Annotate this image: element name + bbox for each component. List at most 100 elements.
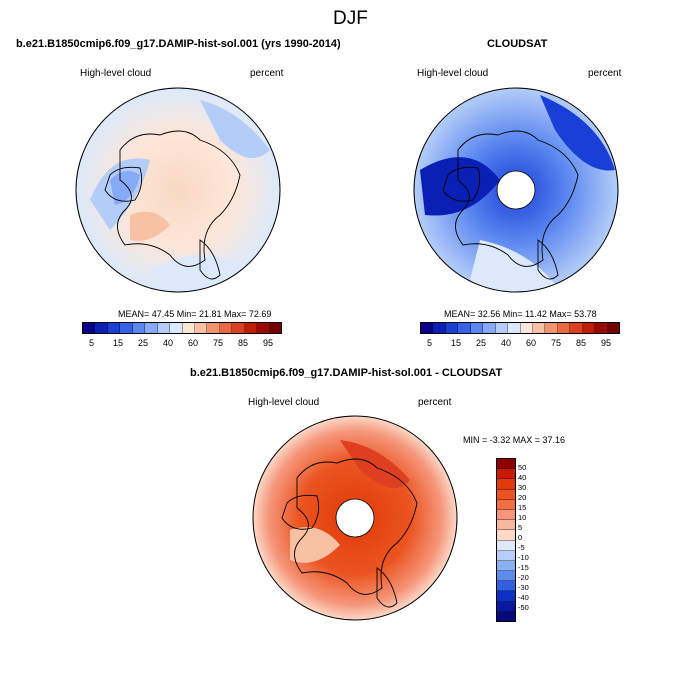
panel-a-stats: MEAN= 47.45 Min= 21.81 Max= 72.69: [118, 309, 272, 319]
colorbar-swatch: [497, 540, 515, 551]
panel-a-units-label: percent: [250, 68, 284, 79]
panel-a-colorbar: [82, 322, 282, 334]
colorbar-swatch: [497, 489, 515, 500]
colorbar-tick-label: 85: [238, 338, 249, 348]
panel-a-map: [76, 88, 280, 292]
colorbar-swatch: [497, 509, 515, 521]
colorbar-swatch: [83, 323, 96, 333]
panel-c-pole-hole: [335, 498, 375, 538]
colorbar-tick-label: -5: [518, 543, 525, 552]
panel-c-coastlines: [281, 458, 418, 608]
colorbar-tick-label: 20: [518, 493, 527, 502]
colorbar-swatch: [497, 581, 515, 592]
colorbar-swatch: [545, 323, 558, 333]
colorbar-swatch: [497, 571, 515, 582]
colorbar-tick-label: -50: [518, 603, 529, 612]
colorbar-tick-label: 75: [551, 338, 562, 348]
colorbar-swatch: [445, 323, 459, 333]
panel-c-colorbar: [496, 458, 516, 622]
panel-a-title: b.e21.B1850cmip6.f09_g17.DAMIP-hist-sol.…: [16, 38, 341, 50]
colorbar-tick-label: 30: [518, 483, 527, 492]
panel-b-stats: MEAN= 32.56 Min= 11.42 Max= 53.78: [444, 309, 597, 319]
colorbar-tick-label: 95: [263, 338, 274, 348]
colorbar-swatch: [497, 469, 515, 480]
colorbar-swatch: [458, 323, 471, 333]
colorbar-swatch: [497, 550, 515, 561]
colorbar-swatch: [232, 323, 245, 333]
colorbar-swatch: [421, 323, 434, 333]
panel-b-units-label: percent: [588, 68, 622, 79]
colorbar-swatch: [508, 323, 521, 333]
colorbar-tick-label: 95: [601, 338, 612, 348]
panel-c-stats: MIN = -3.32 MAX = 37.16: [463, 435, 566, 445]
colorbar-tick-label: 60: [188, 338, 199, 348]
colorbar-swatch: [557, 323, 571, 333]
colorbar-tick-label: 5: [427, 338, 433, 348]
colorbar-tick-label: -15: [518, 563, 529, 572]
colorbar-swatch: [497, 530, 515, 541]
colorbar-tick-label: -20: [518, 573, 529, 582]
colorbar-tick-label: 0: [518, 533, 523, 542]
colorbar-swatch: [194, 323, 208, 333]
colorbar-swatch: [107, 323, 121, 333]
colorbar-swatch: [170, 323, 183, 333]
colorbar-swatch: [582, 323, 596, 333]
colorbar-tick-label: 25: [476, 338, 487, 348]
colorbar-tick-label: -40: [518, 593, 529, 602]
colorbar-tick-label: 15: [113, 338, 124, 348]
panel-b-colorbar: [420, 322, 620, 334]
panel-a-variable-label: High-level cloud: [80, 68, 152, 79]
colorbar-tick-label: 15: [518, 503, 527, 512]
colorbar-swatch: [145, 323, 158, 333]
colorbar-tick-label: -30: [518, 583, 529, 592]
colorbar-swatch: [470, 323, 484, 333]
colorbar-swatch: [120, 323, 133, 333]
colorbar-tick-label: 85: [576, 338, 587, 348]
colorbar-swatch: [244, 323, 258, 333]
colorbar-tick-label: 15: [451, 338, 462, 348]
colorbar-swatch: [497, 601, 515, 612]
colorbar-tick-label: 40: [518, 473, 527, 482]
panel-b-coastlines: [442, 130, 579, 280]
colorbar-swatch: [95, 323, 108, 333]
panel-c-title: b.e21.B1850cmip6.f09_g17.DAMIP-hist-sol.…: [190, 367, 503, 379]
colorbar-tick-label: 10: [518, 513, 527, 522]
panel-b-pole-hole: [496, 170, 536, 210]
colorbar-tick-label: 25: [138, 338, 149, 348]
colorbar-swatch: [497, 459, 515, 470]
panel-b-title: CLOUDSAT: [487, 38, 548, 50]
colorbar-swatch: [497, 560, 515, 572]
colorbar-swatch: [497, 479, 515, 490]
colorbar-tick-label: 40: [501, 338, 512, 348]
colorbar-swatch: [483, 323, 496, 333]
colorbar-swatch: [497, 499, 515, 510]
panel-a-coastlines: [104, 130, 241, 280]
panel-b-variable-label: High-level cloud: [417, 68, 489, 79]
colorbar-tick-label: 5: [89, 338, 95, 348]
colorbar-swatch: [157, 323, 171, 333]
panel-c-units-label: percent: [418, 397, 452, 408]
panel-c-variable-label: High-level cloud: [248, 397, 320, 408]
colorbar-swatch: [182, 323, 195, 333]
colorbar-tick-label: -10: [518, 553, 529, 562]
colorbar-swatch: [495, 323, 509, 333]
colorbar-swatch: [570, 323, 583, 333]
colorbar-swatch: [532, 323, 546, 333]
colorbar-swatch: [607, 323, 619, 333]
colorbar-swatch: [497, 611, 515, 621]
colorbar-swatch: [497, 520, 515, 531]
colorbar-swatch: [219, 323, 233, 333]
colorbar-swatch: [207, 323, 220, 333]
colorbar-tick-label: 75: [213, 338, 224, 348]
colorbar-tick-label: 60: [526, 338, 537, 348]
colorbar-tick-label: 40: [163, 338, 174, 348]
colorbar-swatch: [497, 591, 515, 602]
colorbar-swatch: [269, 323, 281, 333]
colorbar-tick-label: 5: [518, 523, 523, 532]
colorbar-swatch: [520, 323, 533, 333]
colorbar-tick-label: 50: [518, 463, 527, 472]
colorbar-swatch: [257, 323, 270, 333]
colorbar-swatch: [595, 323, 608, 333]
colorbar-swatch: [132, 323, 146, 333]
